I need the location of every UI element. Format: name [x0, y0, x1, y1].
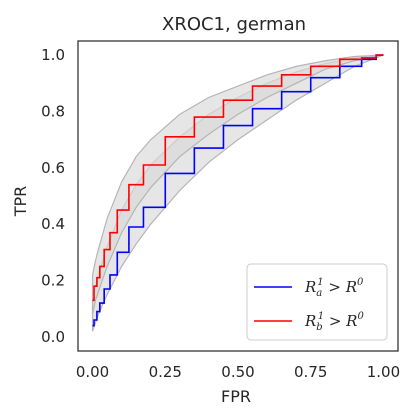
y-axis-ticks: 0.0 0.2 0.4 0.6 0.8 1.0	[41, 46, 65, 346]
x-tick-label: 0.50	[221, 363, 254, 381]
y-tick-label: 0.2	[41, 272, 65, 290]
y-tick-label: 0.8	[41, 102, 65, 120]
x-tick-label: 0.00	[76, 363, 109, 381]
y-axis-label: TPR	[11, 186, 30, 218]
legend: Ra1 > R0 Rb1 > R0	[246, 263, 388, 341]
x-axis-label: FPR	[221, 387, 251, 406]
x-tick-label: 0.25	[149, 363, 182, 381]
x-axis-ticks: 0.00 0.25 0.50 0.75 1.00	[76, 363, 400, 381]
series-line-1	[92, 54, 384, 327]
legend-label-1: Ra1 > R0	[304, 277, 364, 299]
x-tick-label: 1.00	[367, 363, 400, 381]
plot-area	[77, 40, 399, 352]
y-tick-label: 0.4	[41, 215, 65, 233]
chart-title: XROC1, german	[162, 14, 306, 35]
x-tick-label: 0.75	[294, 363, 327, 381]
y-tick-label: 0.0	[41, 328, 65, 346]
y-tick-label: 1.0	[41, 46, 65, 64]
plot-frame	[77, 40, 399, 352]
series-line-2	[92, 54, 384, 302]
y-tick-label: 0.6	[41, 159, 65, 177]
legend-label-2: Rb1 > R0	[304, 311, 364, 333]
